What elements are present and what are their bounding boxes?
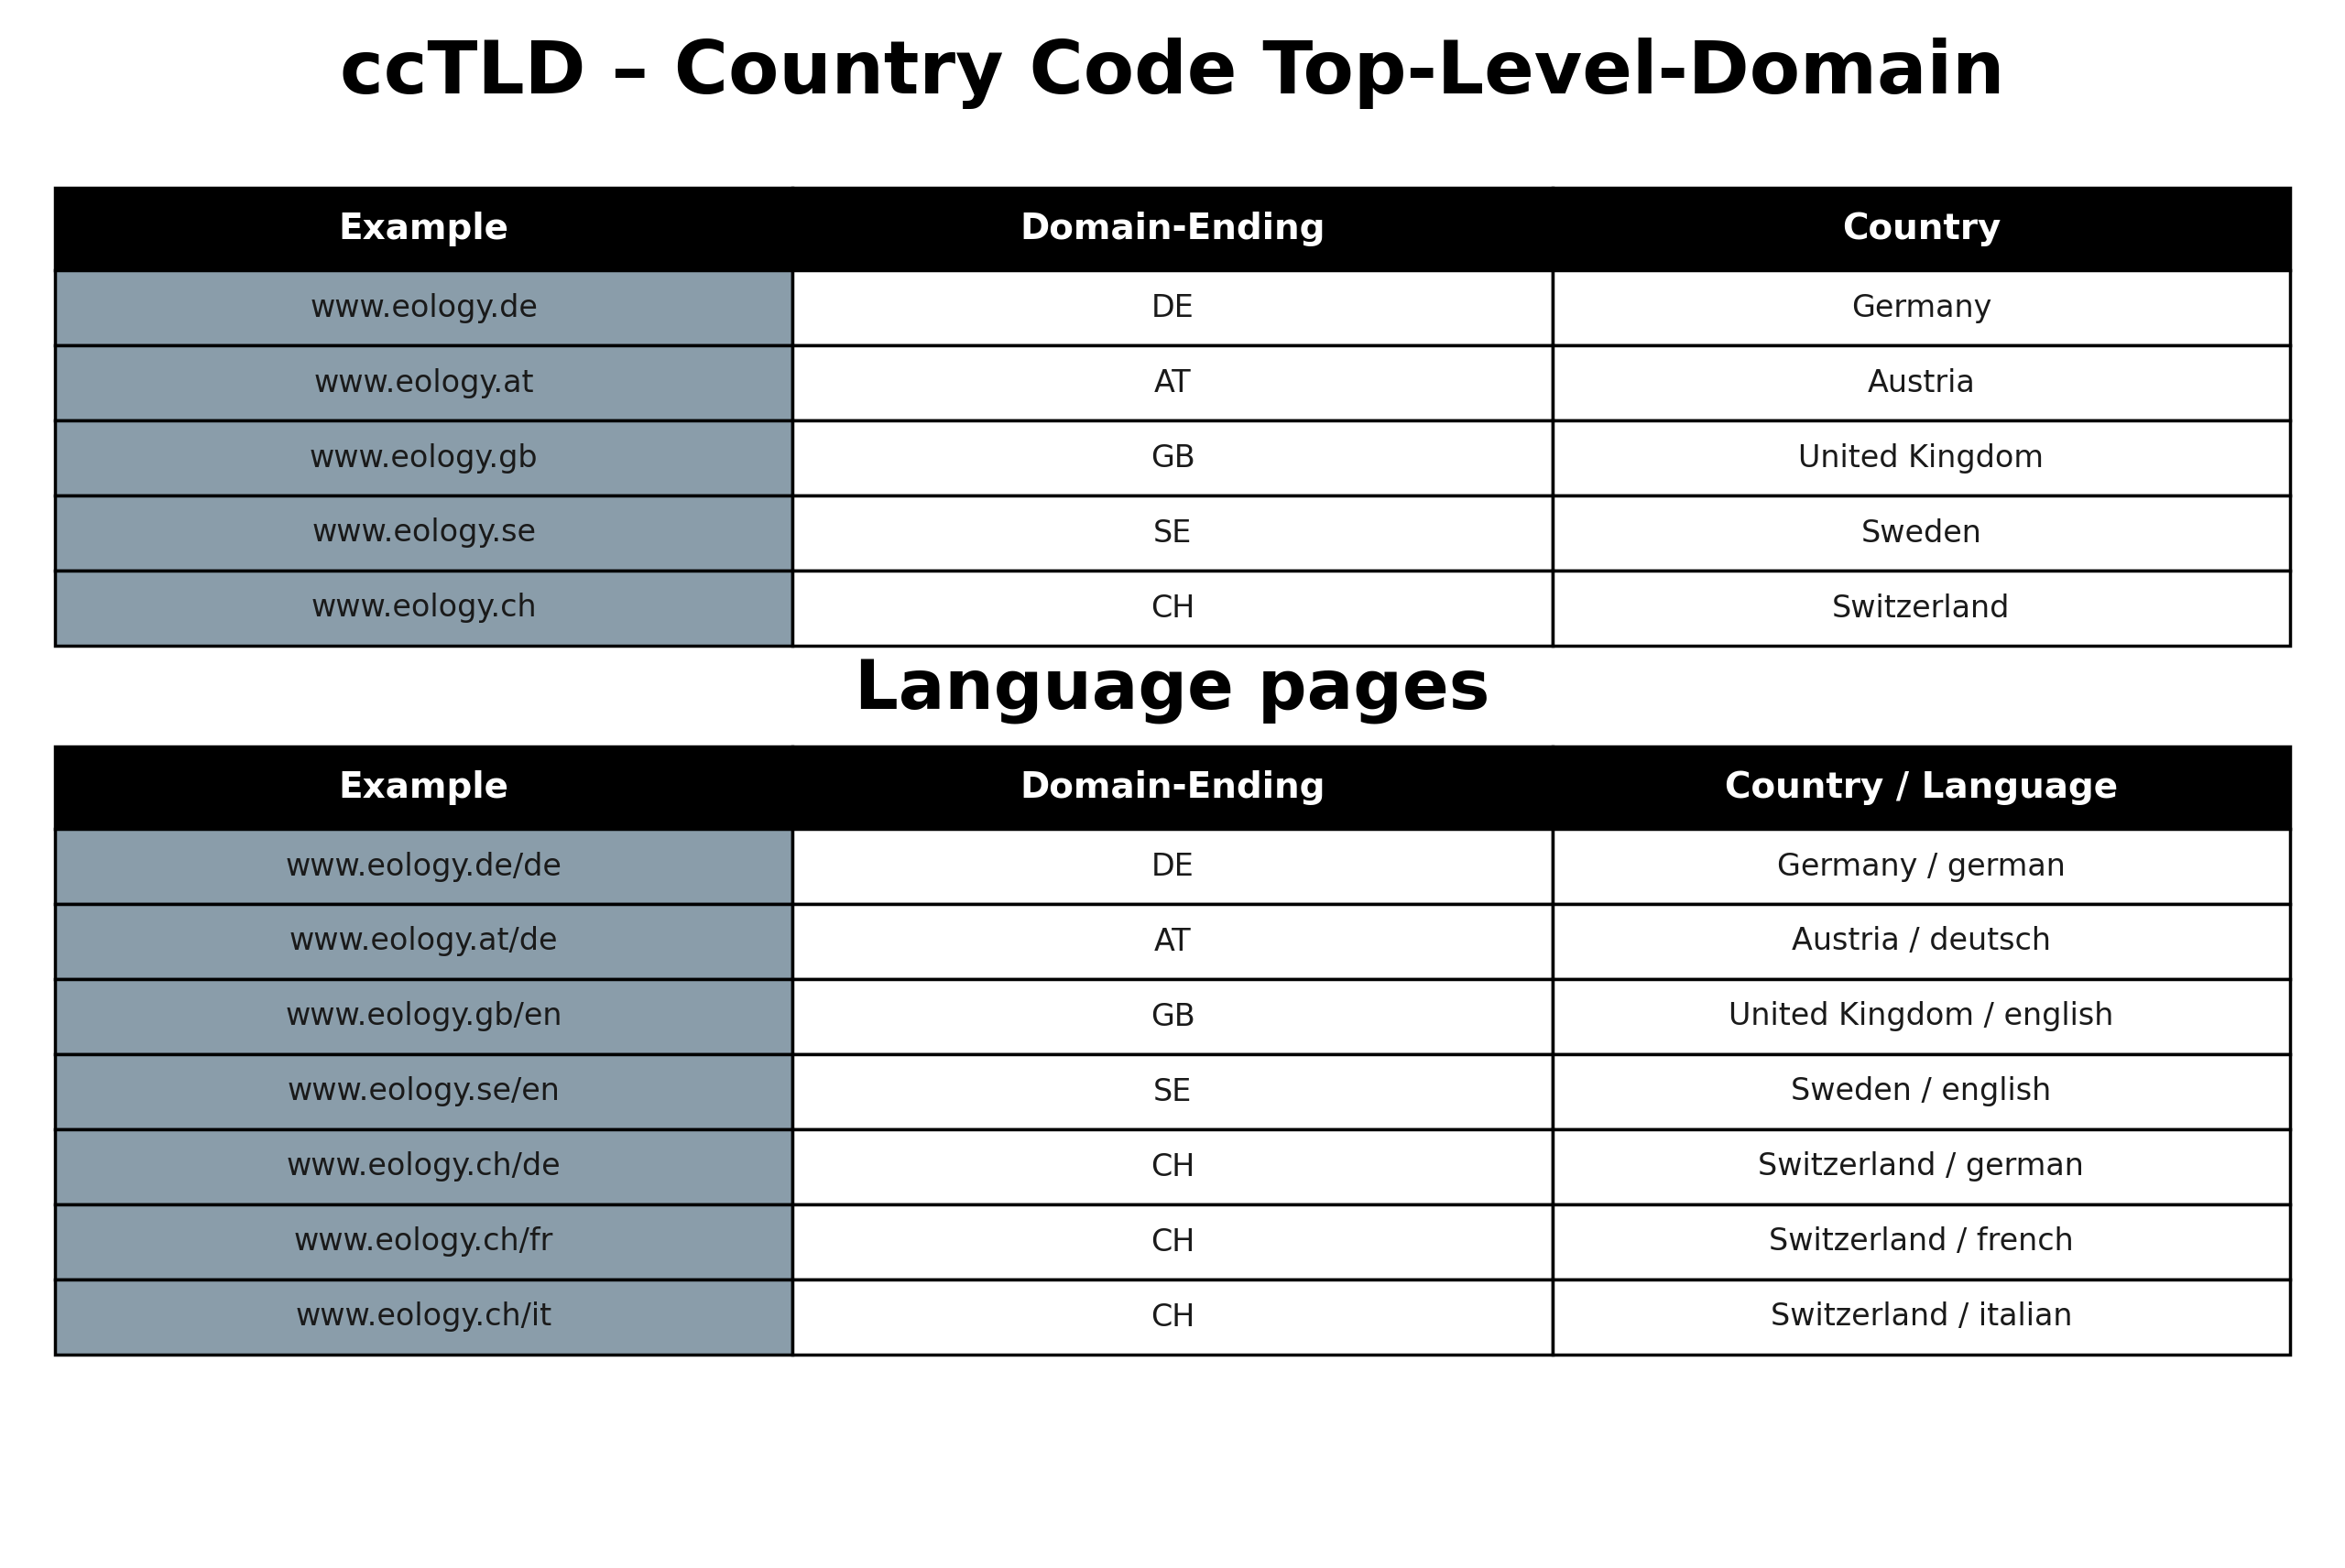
Text: www.eology.gb: www.eology.gb	[310, 442, 537, 474]
Text: www.eology.se/en: www.eology.se/en	[288, 1077, 560, 1107]
Text: www.eology.at/de: www.eology.at/de	[288, 927, 558, 956]
Bar	[1552, 495, 2291, 571]
Bar	[1552, 1054, 2291, 1129]
Text: www.eology.gb/en: www.eology.gb/en	[286, 1002, 563, 1032]
Bar	[54, 571, 793, 646]
Bar	[1552, 829, 2291, 905]
Bar	[1552, 188, 2291, 270]
Bar	[793, 1129, 1552, 1204]
Text: Switzerland / german: Switzerland / german	[1759, 1152, 2085, 1182]
Bar	[54, 270, 793, 345]
Text: CH: CH	[1151, 1152, 1194, 1182]
Text: CH: CH	[1151, 593, 1194, 622]
Text: www.eology.ch: www.eology.ch	[312, 593, 537, 622]
Bar	[54, 829, 793, 905]
Text: Sweden: Sweden	[1862, 517, 1982, 549]
Text: Switzerland: Switzerland	[1831, 593, 2010, 622]
Text: DE: DE	[1151, 293, 1194, 323]
Bar	[54, 1279, 793, 1355]
Bar	[1552, 746, 2291, 829]
Text: Switzerland / french: Switzerland / french	[1768, 1226, 2073, 1258]
Bar	[1552, 1204, 2291, 1279]
Text: CH: CH	[1151, 1301, 1194, 1333]
Text: Country / Language: Country / Language	[1724, 770, 2118, 804]
Text: www.eology.at: www.eology.at	[314, 368, 535, 398]
Bar	[793, 495, 1552, 571]
Text: CH: CH	[1151, 1226, 1194, 1258]
Text: Austria: Austria	[1867, 368, 1974, 398]
Bar	[54, 188, 793, 270]
Text: Switzerland / italian: Switzerland / italian	[1770, 1301, 2073, 1333]
Text: Country: Country	[1841, 212, 2000, 246]
Bar	[1552, 571, 2291, 646]
Text: Germany: Germany	[1850, 293, 1991, 323]
Bar	[793, 420, 1552, 495]
Text: Austria / deutsch: Austria / deutsch	[1792, 927, 2052, 956]
Bar	[793, 345, 1552, 420]
Text: Sweden / english: Sweden / english	[1792, 1077, 2052, 1107]
Bar	[1552, 905, 2291, 978]
Bar	[54, 905, 793, 978]
Text: www.eology.ch/it: www.eology.ch/it	[295, 1301, 551, 1333]
Text: Germany / german: Germany / german	[1778, 851, 2066, 881]
Text: GB: GB	[1149, 1002, 1196, 1032]
Text: United Kingdom: United Kingdom	[1799, 442, 2045, 474]
Text: Language pages: Language pages	[856, 657, 1489, 724]
Text: www.eology.de: www.eology.de	[310, 293, 537, 323]
Bar	[54, 345, 793, 420]
Bar	[793, 1054, 1552, 1129]
Bar	[54, 420, 793, 495]
Bar	[1552, 978, 2291, 1054]
Bar	[54, 1129, 793, 1204]
Bar	[793, 188, 1552, 270]
Bar	[793, 829, 1552, 905]
Bar	[54, 1054, 793, 1129]
Text: AT: AT	[1154, 368, 1191, 398]
Bar	[54, 495, 793, 571]
Bar	[54, 746, 793, 829]
Text: www.eology.de/de: www.eology.de/de	[286, 851, 563, 881]
Text: ccTLD – Country Code Top-Level-Domain: ccTLD – Country Code Top-Level-Domain	[340, 38, 2005, 110]
Text: SE: SE	[1154, 1077, 1191, 1107]
Text: Domain-Ending: Domain-Ending	[1020, 212, 1325, 246]
Bar	[1552, 1129, 2291, 1204]
Bar	[793, 978, 1552, 1054]
Text: Domain-Ending: Domain-Ending	[1020, 770, 1325, 804]
Bar	[793, 905, 1552, 978]
Bar	[1552, 1279, 2291, 1355]
Text: Example: Example	[338, 770, 509, 804]
Text: www.eology.ch/de: www.eology.ch/de	[286, 1152, 560, 1182]
Bar	[793, 571, 1552, 646]
Text: www.eology.se: www.eology.se	[312, 517, 537, 549]
Text: United Kingdom / english: United Kingdom / english	[1728, 1002, 2113, 1032]
Text: www.eology.ch/fr: www.eology.ch/fr	[293, 1226, 553, 1258]
Bar	[1552, 420, 2291, 495]
Bar	[793, 1204, 1552, 1279]
Bar	[793, 1279, 1552, 1355]
Bar	[1552, 270, 2291, 345]
Text: GB: GB	[1149, 442, 1196, 474]
Text: Example: Example	[338, 212, 509, 246]
Text: AT: AT	[1154, 927, 1191, 956]
Bar	[54, 978, 793, 1054]
Bar	[1552, 345, 2291, 420]
Bar	[793, 270, 1552, 345]
Text: SE: SE	[1154, 517, 1191, 549]
Bar	[793, 746, 1552, 829]
Text: DE: DE	[1151, 851, 1194, 881]
Bar	[54, 1204, 793, 1279]
